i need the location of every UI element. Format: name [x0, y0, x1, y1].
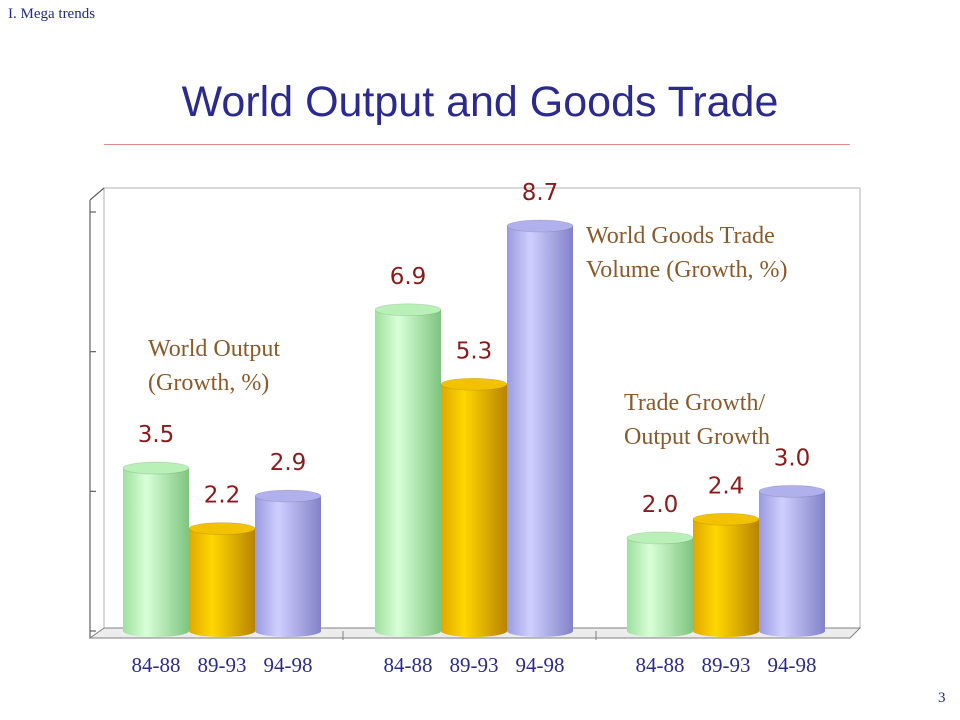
- bar-body: [123, 468, 189, 637]
- y-axis-top-cap: [89, 187, 105, 201]
- bar-top: [626, 531, 694, 545]
- bar-body: [441, 384, 507, 637]
- group-annotation-line: Trade Growth/: [624, 390, 765, 416]
- bar-body: [507, 225, 573, 637]
- bar-g2-84-88: [374, 303, 442, 637]
- value-label: 5.3: [456, 338, 493, 364]
- bar-g1-89-93: [188, 522, 256, 637]
- bar-body: [693, 519, 759, 637]
- category-label: 89-93: [450, 653, 499, 677]
- bar-body: [255, 495, 321, 637]
- bar-top: [254, 489, 322, 503]
- value-label: 2.4: [708, 473, 745, 499]
- category-label: 84-88: [384, 653, 433, 677]
- bar-body: [759, 491, 825, 637]
- bar-g1-94-98: [254, 489, 322, 637]
- bars-layer: [122, 219, 826, 637]
- group-annotation-line: Volume (Growth, %): [586, 257, 788, 283]
- bar-g1-84-88: [122, 461, 190, 637]
- bar-top: [758, 484, 826, 498]
- group-annotation-line: (Growth, %): [148, 370, 269, 396]
- group-annotation-line: Output Growth: [624, 424, 770, 450]
- bar-body: [375, 309, 441, 637]
- category-label: 94-98: [768, 653, 817, 677]
- value-label: 3.5: [138, 422, 175, 448]
- page-title: World Output and Goods Trade: [181, 78, 779, 126]
- category-label: 84-88: [132, 653, 181, 677]
- group-annotation-line: World Goods Trade: [586, 223, 775, 249]
- bar-top: [374, 303, 442, 317]
- bar-top: [506, 219, 574, 233]
- category-label: 89-93: [702, 653, 751, 677]
- bar-top: [122, 461, 190, 475]
- group-annotations-layer: World Output (Growth, %) World Goods Trade…: [148, 223, 788, 450]
- bar-g3-84-88: [626, 531, 694, 637]
- category-label: 94-98: [516, 653, 565, 677]
- category-label: 94-98: [264, 653, 313, 677]
- group-annotation-line: World Output: [148, 336, 280, 362]
- section-label: I. Mega trends: [8, 6, 96, 22]
- bar-g2-94-98: [506, 219, 574, 637]
- bar-body: [627, 537, 693, 637]
- value-label: 8.7: [522, 180, 559, 206]
- bar-g3-89-93: [692, 512, 760, 637]
- bar-top: [692, 512, 760, 526]
- bar-top: [188, 522, 256, 535]
- bar-g2-89-93: [440, 377, 508, 637]
- category-labels-layer: 84-88 89-93 94-98 84-88 89-93 94-98 84-88 89-93…: [132, 653, 817, 677]
- page-number: 3: [938, 690, 946, 706]
- value-label: 6.9: [390, 264, 427, 290]
- y-axis-ticks: [90, 211, 96, 632]
- bar-top: [440, 377, 508, 391]
- category-label: 89-93: [198, 653, 247, 677]
- value-labels-layer: 3.5 2.2 2.9 6.9 5.3 8.7 2.0 2.4 3.0: [138, 180, 811, 518]
- value-label: 2.0: [642, 492, 679, 518]
- title-divider: [104, 144, 850, 145]
- value-label: 2.2: [204, 483, 241, 509]
- value-label: 2.9: [270, 450, 307, 476]
- category-label: 84-88: [636, 653, 685, 677]
- value-label: 3.0: [774, 445, 811, 471]
- bar-g3-94-98: [758, 484, 826, 637]
- bar-body: [189, 528, 255, 637]
